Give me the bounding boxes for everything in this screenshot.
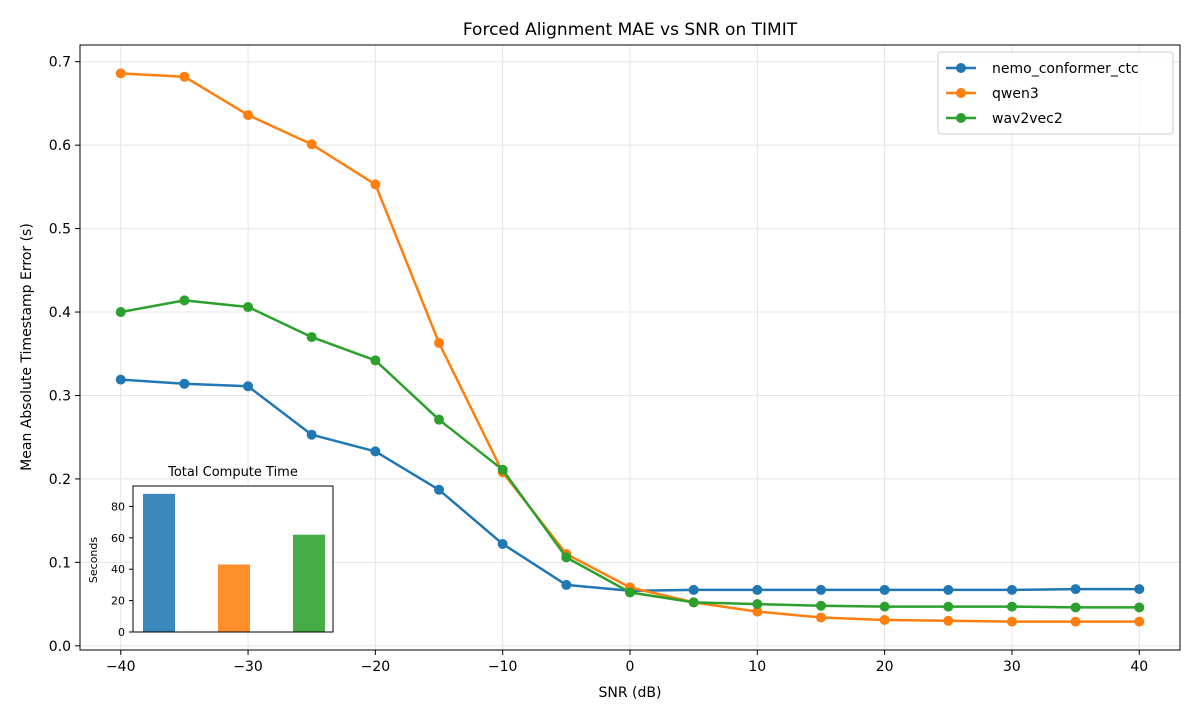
- data-point-wav2vec2: [815, 600, 826, 611]
- inset-y-tick-label: 0: [118, 626, 125, 639]
- data-point-wav2vec2: [434, 414, 445, 425]
- series-qwen3: [115, 68, 1145, 627]
- data-point-qwen3: [1070, 616, 1081, 627]
- y-tick-label: 0.1: [49, 555, 71, 571]
- data-point-nemo_conformer_ctc: [243, 381, 254, 392]
- y-tick-label: 0.4: [49, 305, 71, 321]
- legend-entry-wav2vec2: wav2vec2: [946, 111, 1063, 127]
- inset-bar-nemo_conformer_ctc: [143, 493, 175, 632]
- x-tick-label: −40: [106, 659, 136, 675]
- inset-bar-qwen3: [218, 564, 250, 632]
- data-point-qwen3: [243, 110, 254, 121]
- data-point-wav2vec2: [115, 307, 126, 318]
- x-tick-label: −20: [361, 659, 391, 675]
- legend-marker: [956, 113, 966, 123]
- data-point-qwen3: [815, 612, 826, 623]
- y-tick-label: 0.0: [49, 639, 71, 655]
- inset-y-tick-label: 20: [111, 595, 125, 608]
- data-point-wav2vec2: [179, 295, 190, 306]
- inset-bar-wav2vec2: [293, 534, 325, 632]
- data-point-qwen3: [370, 179, 381, 190]
- y-tick-label: 0.5: [49, 222, 71, 238]
- data-point-nemo_conformer_ctc: [115, 374, 126, 385]
- legend-label: qwen3: [992, 86, 1039, 102]
- data-point-nemo_conformer_ctc: [434, 484, 445, 495]
- x-tick-label: 10: [748, 659, 766, 675]
- data-point-wav2vec2: [561, 552, 572, 563]
- inset-y-ticks: 0 20 40 60 80: [111, 500, 133, 639]
- x-tick-label: 40: [1130, 659, 1148, 675]
- x-tick-label: 30: [1003, 659, 1021, 675]
- y-tick-label: 0.7: [49, 55, 71, 71]
- legend-box: [937, 51, 1174, 135]
- y-tick-label: 0.2: [49, 472, 71, 488]
- data-point-wav2vec2: [306, 332, 317, 343]
- data-point-qwen3: [1006, 616, 1017, 627]
- data-point-wav2vec2: [1070, 602, 1081, 613]
- data-point-wav2vec2: [1006, 601, 1017, 612]
- data-point-nemo_conformer_ctc: [688, 584, 699, 595]
- data-point-nemo_conformer_ctc: [561, 579, 572, 590]
- data-point-nemo_conformer_ctc: [1070, 584, 1081, 595]
- inset-bars: [143, 493, 325, 632]
- legend-label: nemo_conformer_ctc: [992, 61, 1139, 77]
- x-tick-label: −30: [233, 659, 263, 675]
- data-point-wav2vec2: [370, 355, 381, 366]
- data-point-nemo_conformer_ctc: [943, 584, 954, 595]
- inset-y-axis-label: Seconds: [87, 537, 100, 583]
- data-point-wav2vec2: [879, 601, 890, 612]
- data-point-nemo_conformer_ctc: [370, 446, 381, 457]
- data-point-qwen3: [434, 337, 445, 348]
- data-point-nemo_conformer_ctc: [1134, 584, 1145, 595]
- data-point-qwen3: [1134, 616, 1145, 627]
- data-point-nemo_conformer_ctc: [497, 539, 508, 550]
- data-point-nemo_conformer_ctc: [179, 378, 190, 389]
- grid-lines: [80, 45, 1180, 650]
- data-point-wav2vec2: [688, 597, 699, 608]
- data-point-wav2vec2: [625, 587, 635, 598]
- data-point-wav2vec2: [497, 464, 508, 475]
- data-point-nemo_conformer_ctc: [752, 584, 763, 595]
- data-point-wav2vec2: [752, 599, 763, 610]
- inset-y-tick-label: 60: [111, 532, 125, 545]
- legend-entry-qwen3: qwen3: [946, 86, 1039, 102]
- data-point-qwen3: [752, 606, 763, 617]
- data-point-nemo_conformer_ctc: [879, 584, 890, 595]
- series-lines: [115, 68, 1145, 627]
- x-tick-label: −10: [488, 659, 518, 675]
- data-point-qwen3: [306, 139, 317, 150]
- legend-entry-nemo_conformer_ctc: nemo_conformer_ctc: [946, 61, 1139, 77]
- chart-title: Forced Alignment MAE vs SNR on TIMIT: [463, 20, 798, 40]
- y-tick-label: 0.3: [49, 388, 71, 404]
- data-point-wav2vec2: [943, 601, 954, 612]
- data-point-wav2vec2: [243, 302, 254, 313]
- y-axis-label: Mean Absolute Timestamp Error (s): [19, 223, 35, 471]
- legend: nemo_conformer_ctc qwen3 wav2vec2: [937, 51, 1174, 135]
- x-axis-label: SNR (dB): [599, 685, 662, 701]
- data-point-qwen3: [179, 71, 190, 82]
- x-axis-ticks: −40 −30 −20 −10 0 10 20 30 40: [106, 650, 1148, 675]
- compute-time-inset: 0 20 40 60 80 Total Compute Time Seconds: [87, 465, 334, 639]
- data-point-qwen3: [115, 68, 126, 79]
- y-tick-label: 0.6: [49, 138, 71, 154]
- data-point-nemo_conformer_ctc: [1006, 584, 1017, 595]
- inset-frame: [132, 485, 334, 633]
- inset-title: Total Compute Time: [167, 465, 298, 480]
- inset-y-tick-label: 80: [111, 500, 125, 513]
- data-point-wav2vec2: [1134, 602, 1145, 613]
- x-tick-label: 20: [876, 659, 894, 675]
- series-wav2vec2: [115, 295, 1145, 613]
- legend-label: wav2vec2: [992, 111, 1063, 127]
- legend-marker: [956, 88, 966, 98]
- data-point-qwen3: [879, 614, 890, 625]
- data-point-nemo_conformer_ctc: [306, 429, 317, 440]
- x-tick-label: 0: [626, 659, 635, 675]
- inset-y-tick-label: 40: [111, 563, 125, 576]
- y-axis-ticks: 0.0 0.1 0.2 0.3 0.4 0.5 0.6 0.7: [49, 55, 80, 655]
- data-point-qwen3: [943, 615, 954, 626]
- legend-marker: [956, 63, 966, 73]
- data-point-nemo_conformer_ctc: [815, 584, 826, 595]
